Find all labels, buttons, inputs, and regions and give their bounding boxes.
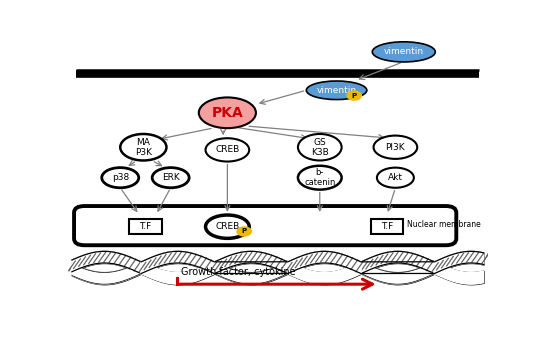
Ellipse shape [120, 134, 166, 160]
Text: PKA: PKA [211, 106, 243, 120]
FancyBboxPatch shape [129, 219, 162, 234]
Ellipse shape [199, 97, 256, 128]
Ellipse shape [377, 168, 414, 188]
Ellipse shape [373, 136, 417, 159]
Circle shape [237, 227, 251, 236]
Text: GS
K3B: GS K3B [311, 138, 328, 157]
Ellipse shape [306, 81, 367, 99]
Text: CREB: CREB [215, 146, 240, 154]
Text: vimentin: vimentin [384, 47, 424, 56]
Text: ERK: ERK [162, 173, 179, 182]
Text: P: P [352, 93, 357, 99]
Text: b-
catenin: b- catenin [304, 168, 335, 187]
Ellipse shape [102, 168, 139, 188]
Ellipse shape [205, 215, 249, 238]
Text: Nuclear membrane: Nuclear membrane [407, 219, 481, 228]
Text: Akt: Akt [388, 173, 403, 182]
Text: P: P [242, 228, 247, 235]
Circle shape [347, 91, 362, 100]
Text: Growth factor, cytokine: Growth factor, cytokine [181, 267, 296, 277]
Text: PI3K: PI3K [385, 143, 405, 152]
Ellipse shape [372, 42, 435, 62]
FancyBboxPatch shape [74, 206, 456, 245]
Ellipse shape [298, 134, 341, 160]
Ellipse shape [298, 166, 341, 190]
Text: vimentin: vimentin [317, 86, 357, 95]
Text: MA
P3K: MA P3K [135, 138, 152, 157]
Text: T.F: T.F [381, 222, 393, 231]
Text: p38: p38 [112, 173, 129, 182]
FancyBboxPatch shape [371, 219, 403, 234]
Ellipse shape [152, 168, 189, 188]
Ellipse shape [205, 138, 249, 162]
Text: CREB: CREB [215, 222, 240, 231]
Text: T.F: T.F [139, 222, 152, 231]
